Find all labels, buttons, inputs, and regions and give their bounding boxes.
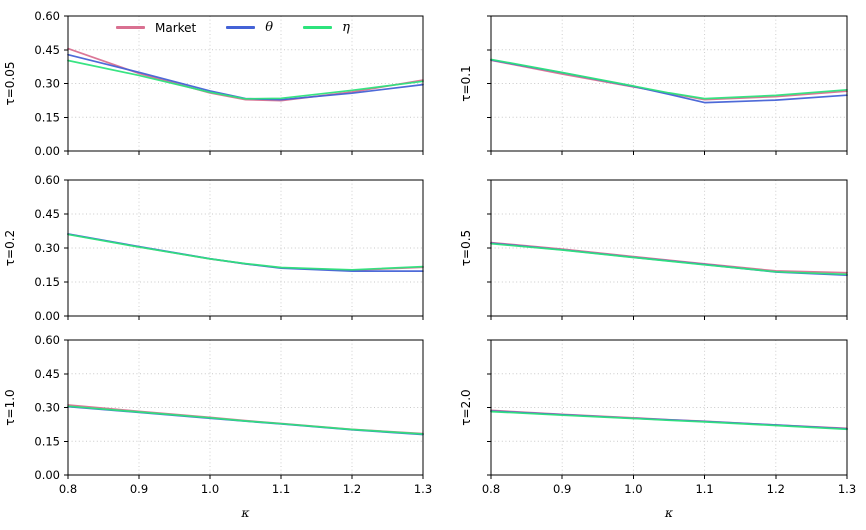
legend-item-eta: η — [303, 20, 350, 35]
panel-tau-0.5: τ=0.5 — [459, 179, 848, 320]
svg-text:0.30: 0.30 — [34, 401, 60, 415]
legend: Market θ η — [116, 20, 350, 35]
svg-text:κ: κ — [664, 505, 674, 520]
svg-text:0.60: 0.60 — [34, 173, 60, 187]
svg-text:1.0: 1.0 — [624, 482, 642, 496]
svg-text:0.15: 0.15 — [34, 275, 60, 289]
svg-text:1.1: 1.1 — [272, 482, 290, 496]
svg-text:0.00: 0.00 — [34, 144, 60, 158]
panel-tau-2.0: 0.8 0.9 1.0 1.1 1.2 1.3 κ τ=2.0 — [459, 339, 856, 520]
svg-text:0.30: 0.30 — [34, 77, 60, 91]
legend-item-market: Market — [116, 21, 196, 35]
legend-label-market: Market — [155, 20, 197, 35]
legend-label-theta: θ — [265, 20, 274, 35]
legend-label-eta: η — [342, 20, 350, 35]
panel-tau-0.05: 0.00 0.15 0.30 0.45 0.60 τ=0.05 — [3, 9, 424, 158]
svg-text:0.00: 0.00 — [34, 309, 60, 323]
theta-line-swatch-icon — [226, 26, 256, 29]
svg-text:τ=0.2: τ=0.2 — [3, 230, 17, 266]
svg-text:0.00: 0.00 — [34, 468, 60, 482]
svg-text:0.45: 0.45 — [34, 43, 60, 57]
svg-text:τ=2.0: τ=2.0 — [459, 389, 473, 425]
svg-text:0.45: 0.45 — [34, 367, 60, 381]
svg-text:0.30: 0.30 — [34, 241, 60, 255]
svg-text:0.8: 0.8 — [59, 482, 77, 496]
svg-text:1.1: 1.1 — [695, 482, 713, 496]
svg-text:0.60: 0.60 — [34, 333, 60, 347]
svg-text:1.0: 1.0 — [201, 482, 219, 496]
svg-text:0.45: 0.45 — [34, 207, 60, 221]
svg-text:κ: κ — [240, 505, 250, 520]
eta-line-swatch-icon — [303, 26, 333, 29]
svg-text:0.8: 0.8 — [482, 482, 500, 496]
svg-text:1.3: 1.3 — [838, 482, 856, 496]
svg-text:1.3: 1.3 — [414, 482, 432, 496]
svg-text:τ=0.05: τ=0.05 — [3, 62, 17, 106]
panel-tau-0.1: τ=0.1 — [459, 15, 848, 155]
svg-text:0.60: 0.60 — [34, 9, 60, 23]
svg-text:0.9: 0.9 — [130, 482, 148, 496]
market-line-swatch-icon — [116, 26, 145, 29]
svg-text:τ=1.0: τ=1.0 — [3, 389, 17, 425]
svg-text:τ=0.5: τ=0.5 — [459, 230, 473, 266]
panel-tau-0.2: 0.00 0.15 0.30 0.45 0.60 τ=0.2 — [3, 173, 424, 323]
svg-text:1.2: 1.2 — [767, 482, 785, 496]
panel-tau-1.0: 0.00 0.15 0.30 0.45 0.60 0.8 0.9 1.0 1.1 1.2 1.3 κ τ… — [3, 333, 432, 520]
svg-text:1.2: 1.2 — [343, 482, 361, 496]
legend-item-theta: θ — [226, 20, 273, 35]
svg-text:0.15: 0.15 — [34, 434, 60, 448]
svg-text:0.15: 0.15 — [34, 110, 60, 124]
svg-text:τ=0.1: τ=0.1 — [459, 65, 473, 101]
svg-text:0.9: 0.9 — [553, 482, 571, 496]
